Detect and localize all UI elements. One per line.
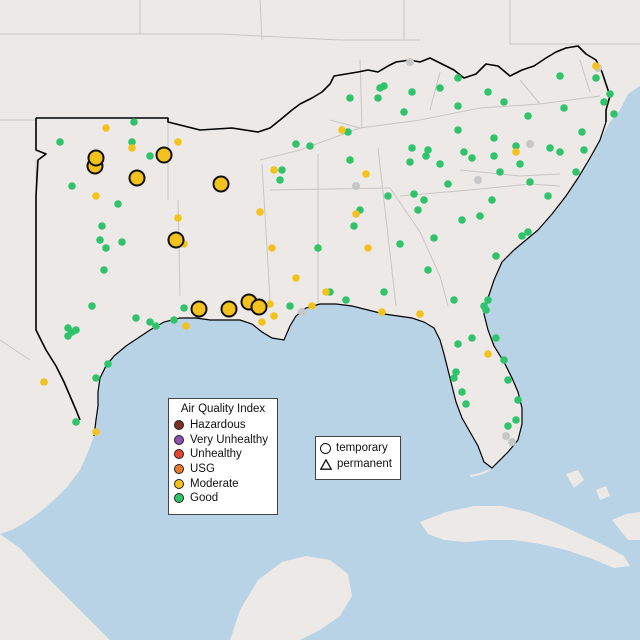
triangle-icon	[320, 458, 332, 470]
moderate-swatch-icon	[174, 478, 184, 489]
land-mass	[0, 0, 640, 534]
region-outline	[36, 45, 611, 133]
legend-label: Good	[190, 492, 219, 505]
land-yucatan-peninsula	[230, 556, 352, 640]
legend-item-very-unhealthy: Very Unhealthy	[169, 433, 277, 448]
legend-item-usg: USG	[169, 462, 277, 477]
monitors-moderate-large[interactable]	[86, 146, 268, 318]
land-bahamas	[566, 470, 640, 540]
land-yucatan	[0, 534, 110, 640]
region-outline-west	[35, 118, 81, 421]
legend-label: USG	[190, 463, 215, 476]
hazardous-swatch-icon	[174, 420, 184, 431]
legend-item-permanent: permanent	[316, 456, 400, 472]
legend-label: temporary	[336, 442, 388, 454]
legend-label: permanent	[337, 458, 392, 470]
legend-label: Moderate	[190, 477, 239, 490]
land-florida-keys	[469, 469, 491, 477]
usg-swatch-icon	[174, 464, 184, 475]
legend-item-good: Good	[169, 491, 277, 506]
monitors-good[interactable]	[56, 72, 618, 430]
land-cuba	[420, 506, 630, 568]
aqi-legend: Air Quality Index Hazardous Very Unhealt…	[168, 398, 278, 515]
unhealthy-swatch-icon	[174, 449, 184, 460]
legend-label: Hazardous	[190, 419, 246, 432]
monitors-moderate-small[interactable]	[40, 62, 600, 436]
good-swatch-icon	[174, 493, 184, 504]
circle-icon	[320, 442, 331, 454]
monitor-type-legend: temporary permanent	[315, 436, 401, 480]
very-unhealthy-swatch-icon	[174, 434, 184, 445]
legend-item-unhealthy: Unhealthy	[169, 447, 277, 462]
legend-item-temporary: temporary	[316, 440, 400, 456]
legend-label: Very Unhealthy	[190, 433, 268, 446]
legend-item-moderate: Moderate	[169, 476, 277, 491]
legend-item-hazardous: Hazardous	[169, 418, 277, 433]
legend-label: Unhealthy	[190, 448, 242, 461]
legend-title: Air Quality Index	[180, 403, 266, 415]
